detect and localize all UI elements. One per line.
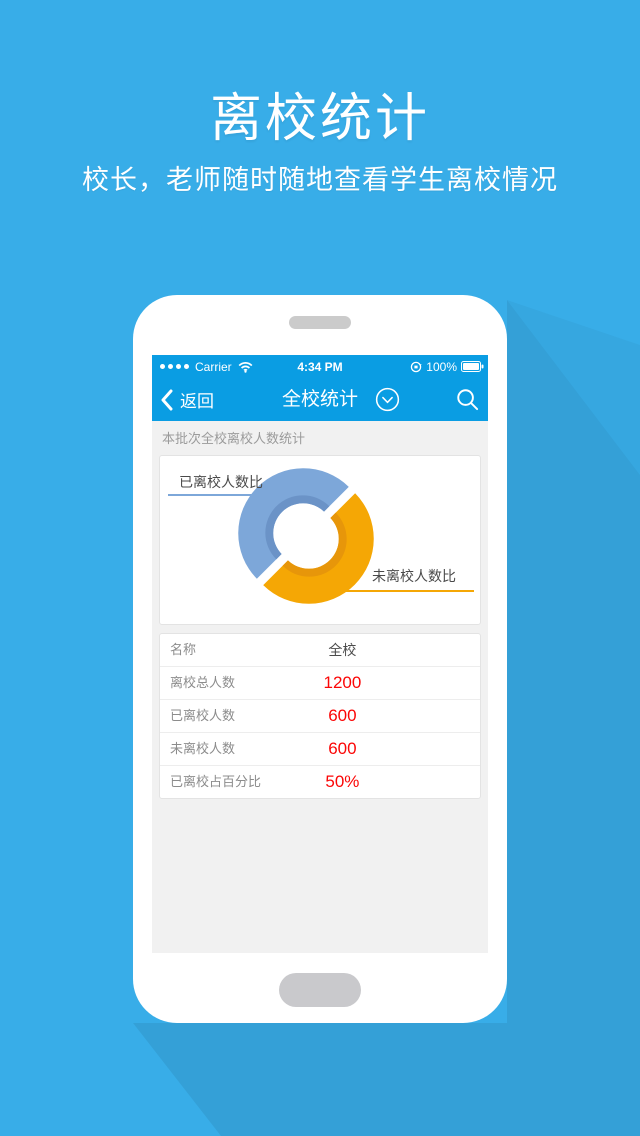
left-callout-line: [168, 494, 332, 496]
search-icon[interactable]: [455, 387, 480, 412]
home-button: [279, 973, 361, 1007]
back-label: 返回: [180, 392, 214, 411]
hero-subtitle: 校长，老师随时随地查看学生离校情况: [82, 165, 558, 195]
orientation-lock-icon: [411, 361, 422, 372]
table-row: 未离校人数 600: [160, 733, 480, 766]
stats-table: 名称 全校 离校总人数 1200 已离校人数 600 未离校人数 600 已离校占百分比 50…: [159, 633, 481, 799]
signal-dots-icon: [160, 364, 189, 369]
back-chevron-icon: [161, 389, 173, 410]
table-row: 离校总人数 1200: [160, 667, 480, 700]
chart-card: 已离校人数比 未离校人数比: [159, 455, 481, 625]
row-value: 50%: [325, 772, 360, 791]
page-title: 全校统计: [281, 389, 358, 410]
header-value-label: 全校: [328, 642, 357, 658]
header-name-label: 名称: [170, 642, 197, 657]
table-row: 已离校人数 600: [160, 700, 480, 733]
donut-chart: [238, 468, 374, 604]
back-button[interactable]: 返回: [160, 378, 214, 421]
section-header: 本批次全校离校人数统计: [162, 431, 306, 446]
row-value: 600: [328, 706, 357, 725]
phone-mockup: Carrier 4:34 PM 100%: [133, 295, 507, 1023]
hero-title: 离校统计: [209, 90, 430, 148]
row-label: 离校总人数: [170, 675, 236, 690]
row-value: 1200: [323, 673, 362, 692]
clock-label: 4:34 PM: [297, 359, 343, 374]
table-row: 已离校占百分比 50%: [160, 766, 480, 798]
nav-bar: 返回 全校统计: [152, 378, 488, 421]
right-slice-label: 未离校人数比: [372, 568, 456, 584]
table-header-row: 名称 全校: [160, 634, 480, 667]
status-bar: Carrier 4:34 PM 100%: [152, 355, 488, 378]
battery-percent-label: 100%: [426, 359, 457, 374]
phone-screen: Carrier 4:34 PM 100%: [152, 355, 488, 953]
battery-icon: [461, 361, 484, 372]
stats-rows: 离校总人数 1200 已离校人数 600 未离校人数 600 已离校占百分比 50%: [160, 667, 480, 798]
carrier-label: Carrier: [195, 359, 232, 374]
right-callout-line: [300, 590, 474, 592]
dropdown-circle-icon[interactable]: [375, 387, 400, 412]
phone-speaker: [289, 316, 351, 329]
row-label: 已离校人数: [170, 708, 236, 723]
row-label: 未离校人数: [170, 741, 236, 756]
left-slice-label: 已离校人数比: [179, 474, 263, 490]
row-label: 已离校占百分比: [170, 774, 262, 789]
wifi-icon: [238, 361, 253, 373]
row-value: 600: [328, 739, 357, 758]
